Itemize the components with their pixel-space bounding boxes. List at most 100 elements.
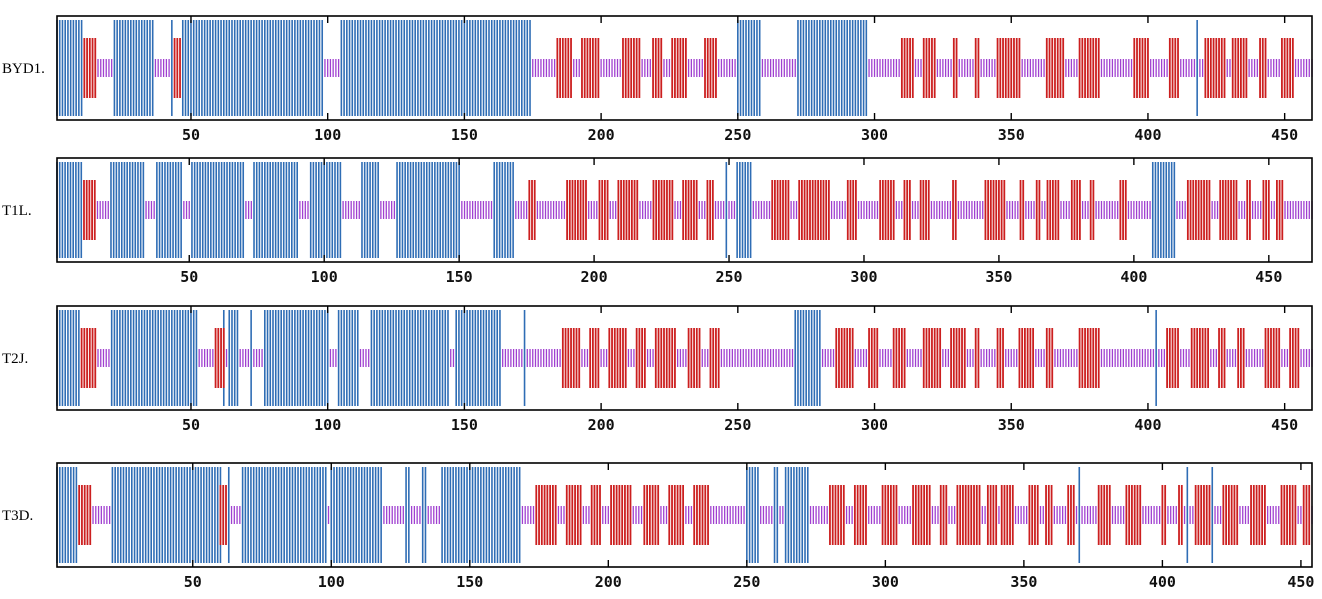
strand-segment xyxy=(939,485,948,545)
helix-segment xyxy=(263,310,329,406)
strand-segment xyxy=(668,485,685,545)
tick-label: 50 xyxy=(182,416,200,434)
helix-segment xyxy=(252,162,299,258)
tick-label: 150 xyxy=(446,268,473,286)
strand-segment xyxy=(1280,485,1297,545)
strand-bg xyxy=(952,38,958,98)
strand-segment xyxy=(617,180,639,240)
strand-segment xyxy=(1219,180,1238,240)
helix-bg xyxy=(190,162,245,258)
strand-bg xyxy=(635,328,646,388)
tick-label: 250 xyxy=(733,573,760,591)
track-label: T2J. xyxy=(2,351,28,367)
coil-band xyxy=(56,349,1313,367)
strand-segment xyxy=(1046,180,1060,240)
strand-segment xyxy=(1165,328,1180,388)
strand-segment xyxy=(1028,485,1039,545)
helix-bg xyxy=(110,310,198,406)
strand-bg xyxy=(693,485,710,545)
strand-segment xyxy=(1246,180,1252,240)
strand-bg xyxy=(651,38,663,98)
strand-bg xyxy=(1249,485,1267,545)
tick-label: 200 xyxy=(581,268,608,286)
strand-segment xyxy=(853,485,868,545)
tick-label: 300 xyxy=(872,573,899,591)
helix-bg xyxy=(404,467,410,563)
strand-bg xyxy=(1289,328,1300,388)
strand-bg xyxy=(80,328,97,388)
strand-bg xyxy=(1018,328,1035,388)
strand-segment xyxy=(1289,328,1300,388)
strand-segment xyxy=(1217,328,1226,388)
strand-segment xyxy=(1275,180,1284,240)
helix-bg xyxy=(421,467,427,563)
helix-segment xyxy=(55,467,78,563)
tick-label: 100 xyxy=(311,268,338,286)
strand-segment xyxy=(709,328,720,388)
tick-label: 250 xyxy=(715,268,742,286)
strand-segment xyxy=(1045,38,1065,98)
helix-bg xyxy=(493,162,515,258)
tick-label: 250 xyxy=(724,126,751,144)
helix-segment xyxy=(725,162,728,258)
strand-bg xyxy=(1246,180,1252,240)
strand-bg xyxy=(951,180,957,240)
strand-bg xyxy=(828,485,845,545)
helix-segment xyxy=(455,310,502,406)
helix-segment xyxy=(1078,467,1081,563)
strand-bg xyxy=(1078,38,1100,98)
strand-segment xyxy=(703,38,718,98)
strand-segment xyxy=(565,485,582,545)
tick-label: 200 xyxy=(588,416,615,434)
strand-segment xyxy=(651,38,663,98)
tick-label: 350 xyxy=(998,126,1025,144)
tick-label: 300 xyxy=(861,416,888,434)
strand-segment xyxy=(535,485,557,545)
strand-bg xyxy=(643,485,660,545)
strand-segment xyxy=(867,328,879,388)
helix-segment xyxy=(113,20,154,116)
strand-segment xyxy=(1018,328,1035,388)
strand-segment xyxy=(1097,485,1111,545)
strand-segment xyxy=(580,38,600,98)
tick-label: 100 xyxy=(314,416,341,434)
strand-bg xyxy=(984,180,1006,240)
strand-bg xyxy=(1019,180,1025,240)
strand-segment xyxy=(911,485,931,545)
strand-segment xyxy=(528,180,536,240)
strand-segment xyxy=(1262,180,1270,240)
track-label: BYD1. xyxy=(2,61,45,77)
tick-label: 400 xyxy=(1149,573,1176,591)
track-2: T1L. 50 100 150 200 250 300 350 400 450 xyxy=(2,157,1313,286)
helix-bg xyxy=(395,162,461,258)
strand-segment xyxy=(219,485,228,545)
tick-label: 400 xyxy=(1134,126,1161,144)
strand-segment xyxy=(1133,38,1150,98)
helix-segment xyxy=(228,310,239,406)
tick-label: 300 xyxy=(850,268,877,286)
strand-segment xyxy=(892,328,906,388)
helix-segment xyxy=(1186,467,1189,563)
helix-segment xyxy=(1155,310,1158,406)
strand-bg xyxy=(919,180,930,240)
strand-segment xyxy=(951,180,957,240)
strand-bg xyxy=(535,485,557,545)
helix-segment xyxy=(523,310,526,406)
helix-segment xyxy=(241,467,327,563)
strand-bg xyxy=(682,180,698,240)
tick-label: 400 xyxy=(1120,268,1147,286)
strand-bg xyxy=(798,180,830,240)
track-frame xyxy=(56,305,1313,411)
strand-segment xyxy=(80,328,97,388)
strand-segment xyxy=(881,485,898,545)
helix-segment xyxy=(794,310,821,406)
track-frame xyxy=(56,157,1313,263)
strand-segment xyxy=(687,328,701,388)
strand-bg xyxy=(652,180,674,240)
tick-label: 50 xyxy=(180,268,198,286)
helix-segment xyxy=(330,467,383,563)
strand-segment xyxy=(83,38,97,98)
strand-segment xyxy=(879,180,895,240)
strand-segment xyxy=(671,38,687,98)
